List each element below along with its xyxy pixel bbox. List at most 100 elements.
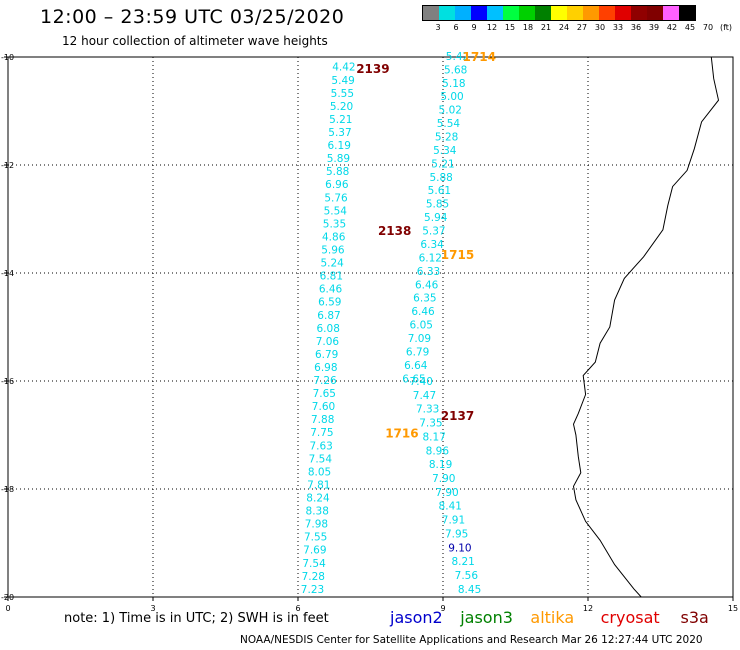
scale-label: 18 bbox=[522, 23, 534, 32]
wave-height-value: 7.90 bbox=[432, 473, 455, 485]
scale-swatch bbox=[519, 6, 535, 20]
lon-tick-label: 15 bbox=[728, 604, 738, 613]
pass-time-label: 1714 bbox=[463, 50, 496, 64]
scale-swatch bbox=[583, 6, 599, 20]
scale-label: 30 bbox=[594, 23, 606, 32]
legend-item-altika: altika bbox=[530, 608, 575, 627]
wave-height-value: 6.79 bbox=[406, 346, 429, 358]
wave-height-value: 6.46 bbox=[411, 306, 435, 318]
wave-height-value: 5.61 bbox=[428, 185, 451, 197]
wave-height-value: 7.06 bbox=[316, 336, 340, 348]
scale-swatch bbox=[455, 6, 471, 20]
scale-swatch bbox=[599, 6, 615, 20]
wave-height-value: 7.75 bbox=[310, 427, 333, 439]
wave-height-value: 5.76 bbox=[324, 192, 348, 204]
wave-height-value: 8.24 bbox=[306, 493, 330, 505]
wave-height-value: 7.55 bbox=[304, 532, 327, 544]
legend-item-jason2: jason2 bbox=[390, 608, 443, 627]
wave-height-value: 7.35 bbox=[419, 418, 442, 430]
legend-item-jason3: jason3 bbox=[460, 608, 513, 627]
coastline bbox=[572, 56, 720, 598]
wave-height-value: 7.56 bbox=[455, 570, 479, 582]
page-title: 12:00 – 23:59 UTC 03/25/2020 bbox=[40, 6, 345, 28]
wave-height-value: 5.02 bbox=[439, 105, 462, 117]
scale-label: 45 bbox=[684, 23, 696, 32]
map-frame bbox=[7, 56, 734, 598]
wave-height-value: 7.33 bbox=[416, 404, 439, 416]
wave-height-value: 5.21 bbox=[329, 114, 352, 126]
wave-height-value: 6.96 bbox=[325, 179, 349, 191]
scale-swatch bbox=[535, 6, 551, 20]
wave-height-value: 6.46 bbox=[415, 279, 439, 291]
scale-label: 70 bbox=[702, 23, 714, 32]
wave-height-value: 9.10 bbox=[448, 542, 471, 554]
wave-height-value: 5.20 bbox=[330, 101, 353, 113]
wave-height-value: 7.63 bbox=[309, 440, 332, 452]
scale-label: (ft) bbox=[719, 23, 733, 32]
wave-height-value: 8.38 bbox=[306, 506, 329, 518]
scale-label: 27 bbox=[576, 23, 588, 32]
lon-tick-label: 3 bbox=[150, 604, 155, 613]
lat-tick-label: -16 bbox=[1, 377, 14, 386]
scale-swatch bbox=[423, 6, 439, 20]
wave-height-value: 6.34 bbox=[420, 239, 444, 251]
wave-height-value: 6.08 bbox=[317, 323, 340, 335]
wave-height-value: 7.60 bbox=[312, 401, 335, 413]
wave-height-value: 6.05 bbox=[410, 320, 433, 332]
scale-label: 21 bbox=[540, 23, 552, 32]
scale-swatch bbox=[647, 6, 663, 20]
wave-height-value: 7.91 bbox=[442, 515, 465, 527]
wave-height-value: 7.81 bbox=[307, 479, 330, 491]
wave-height-value: 6.64 bbox=[404, 360, 428, 372]
wave-height-value: 5.54 bbox=[437, 118, 461, 130]
wave-height-value: 5.88 bbox=[429, 172, 452, 184]
wave-height-value: 7.09 bbox=[408, 333, 431, 345]
wave-height-color-scale: 3 6 9 12 15 18 21 24 27 30 33 36 39 42 45 70 (ft) bbox=[422, 5, 732, 35]
wave-height-value: 5.94 bbox=[424, 212, 448, 224]
page-subtitle: 12 hour collection of altimeter wave hei… bbox=[62, 34, 328, 48]
note-text: note: 1) Time is in UTC; 2) SWH is in fe… bbox=[64, 611, 329, 626]
wave-height-value: 5.34 bbox=[433, 145, 457, 157]
wave-height-value: 8.45 bbox=[458, 584, 481, 596]
scale-label: 42 bbox=[666, 23, 678, 32]
scale-label: 36 bbox=[630, 23, 642, 32]
scale-swatch bbox=[663, 6, 679, 20]
wave-height-value: 5.24 bbox=[320, 258, 344, 270]
lon-tick-label: 6 bbox=[295, 604, 300, 613]
wave-height-value: 8.96 bbox=[426, 445, 450, 457]
lat-tick-label: -18 bbox=[1, 485, 14, 494]
color-scale-labels: 3 6 9 12 15 18 21 24 27 30 33 36 39 42 45 70 (ft) bbox=[422, 23, 732, 35]
wave-height-value: 7.26 bbox=[313, 375, 337, 387]
wave-height-value: 7.54 bbox=[309, 453, 333, 465]
wave-height-value: 8.41 bbox=[439, 501, 462, 513]
scale-swatch bbox=[503, 6, 519, 20]
wave-height-value: 7.88 bbox=[311, 414, 334, 426]
lon-tick-label: 9 bbox=[440, 604, 445, 613]
lat-tick-label: -12 bbox=[1, 161, 14, 170]
scale-label: 33 bbox=[612, 23, 624, 32]
wave-height-value: 5.18 bbox=[442, 78, 465, 90]
wave-height-value: 5.00 bbox=[440, 91, 463, 103]
wave-height-value: 5.21 bbox=[431, 158, 454, 170]
wave-height-value: 5.88 bbox=[326, 166, 349, 178]
wave-height-value: 6.35 bbox=[413, 293, 436, 305]
scale-swatch bbox=[615, 6, 631, 20]
wave-height-value: 5.42 bbox=[446, 51, 469, 63]
legend-item-cryosat: cryosat bbox=[600, 608, 660, 627]
wave-height-value: 7.69 bbox=[303, 545, 326, 557]
wave-height-value: 6.19 bbox=[328, 140, 351, 152]
wave-height-value: 7.23 bbox=[301, 584, 324, 596]
scale-swatch bbox=[551, 6, 567, 20]
lon-tick-label: 0 bbox=[5, 604, 10, 613]
scale-swatch bbox=[679, 6, 695, 20]
wave-height-value: 5.54 bbox=[324, 205, 348, 217]
wave-height-value: 6.65 bbox=[402, 373, 425, 385]
wave-height-value: 6.98 bbox=[314, 362, 337, 374]
wave-height-value: 7.98 bbox=[305, 519, 328, 531]
wave-height-value: 6.79 bbox=[315, 349, 338, 361]
wave-height-value: 7.90 bbox=[435, 487, 458, 499]
scale-swatch bbox=[487, 6, 503, 20]
wave-height-value: 8.05 bbox=[308, 466, 331, 478]
color-scale-swatches bbox=[422, 5, 696, 21]
